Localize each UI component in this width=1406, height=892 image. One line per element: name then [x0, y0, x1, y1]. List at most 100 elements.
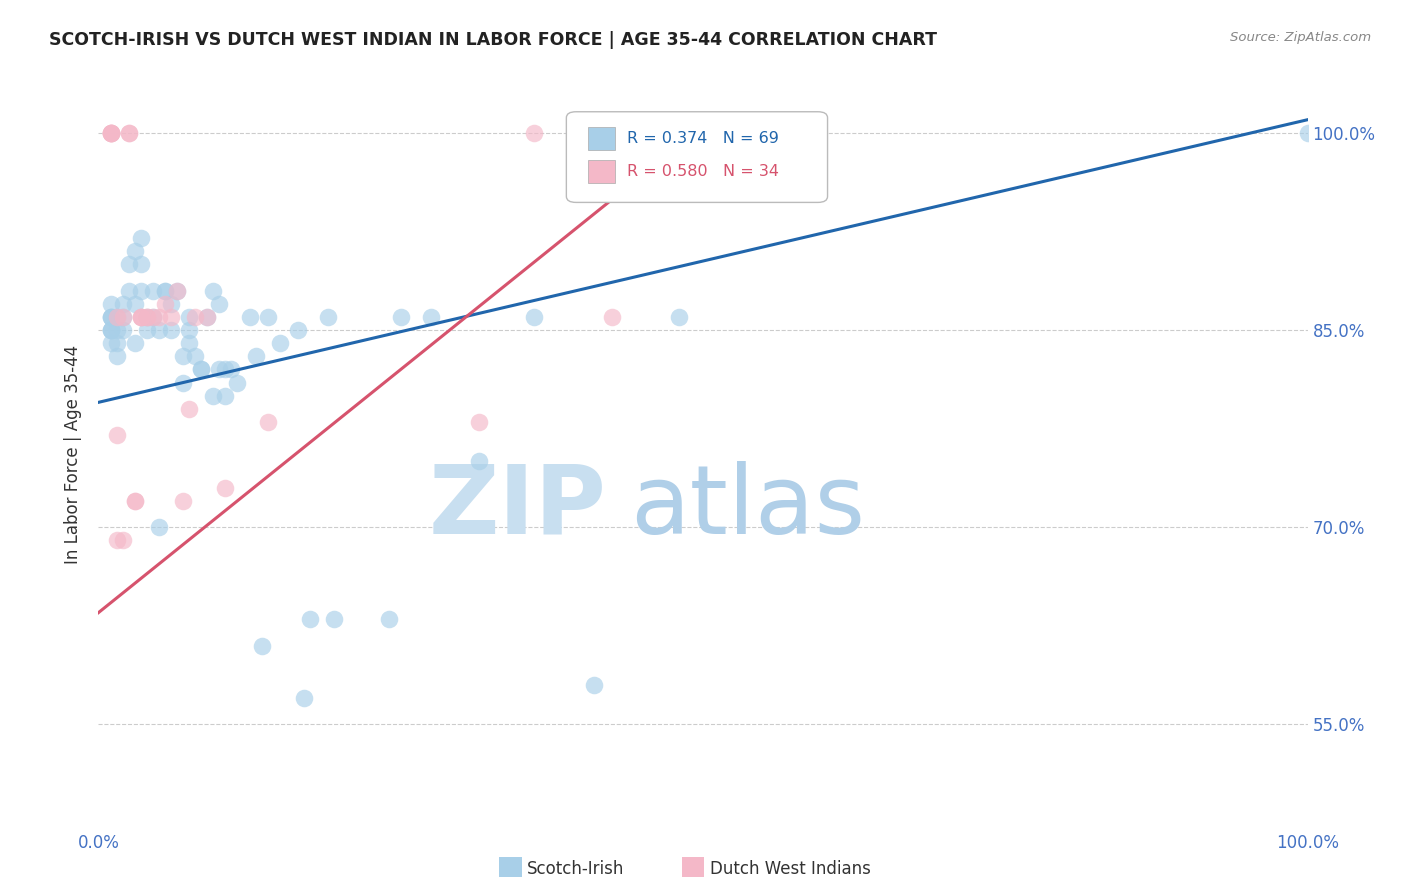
FancyBboxPatch shape — [588, 161, 614, 183]
Point — [148, 520, 170, 534]
Point — [111, 310, 134, 324]
Point — [100, 297, 122, 311]
Point — [160, 297, 183, 311]
Point — [292, 691, 315, 706]
Point — [118, 257, 141, 271]
Point — [208, 362, 231, 376]
Point — [129, 310, 152, 324]
Point — [129, 257, 152, 271]
Point — [118, 126, 141, 140]
Point — [105, 349, 128, 363]
Point — [583, 678, 606, 692]
Point — [179, 323, 201, 337]
Text: atlas: atlas — [630, 461, 866, 554]
Point — [142, 310, 165, 324]
Point — [179, 310, 201, 324]
Text: ZIP: ZIP — [429, 461, 606, 554]
Text: SCOTCH-IRISH VS DUTCH WEST INDIAN IN LABOR FORCE | AGE 35-44 CORRELATION CHART: SCOTCH-IRISH VS DUTCH WEST INDIAN IN LAB… — [49, 31, 938, 49]
Point — [129, 310, 152, 324]
Point — [190, 362, 212, 376]
Point — [179, 336, 201, 351]
Point — [195, 310, 218, 324]
Point — [100, 310, 122, 324]
Point — [256, 310, 278, 324]
Point — [100, 336, 122, 351]
Point — [221, 362, 243, 376]
Point — [1296, 126, 1319, 140]
Point — [100, 126, 122, 140]
Point — [214, 481, 236, 495]
Point — [111, 310, 134, 324]
Point — [602, 310, 624, 324]
Point — [105, 310, 128, 324]
Point — [202, 389, 225, 403]
FancyBboxPatch shape — [588, 128, 614, 150]
Point — [245, 349, 267, 363]
Point — [172, 349, 194, 363]
Text: Source: ZipAtlas.com: Source: ZipAtlas.com — [1230, 31, 1371, 45]
Point — [111, 297, 134, 311]
Point — [160, 310, 183, 324]
Point — [118, 126, 141, 140]
Point — [172, 376, 194, 390]
Point — [208, 297, 231, 311]
Point — [142, 310, 165, 324]
Point — [100, 323, 122, 337]
Point — [668, 310, 690, 324]
Point — [100, 310, 122, 324]
Point — [148, 323, 170, 337]
FancyBboxPatch shape — [567, 112, 828, 202]
Point — [135, 310, 157, 324]
Text: R = 0.580   N = 34: R = 0.580 N = 34 — [627, 164, 779, 179]
Point — [160, 323, 183, 337]
Point — [100, 323, 122, 337]
Point — [226, 376, 249, 390]
Point — [105, 336, 128, 351]
Point — [100, 126, 122, 140]
Y-axis label: In Labor Force | Age 35-44: In Labor Force | Age 35-44 — [65, 345, 83, 565]
Point — [135, 310, 157, 324]
Point — [105, 533, 128, 548]
Point — [111, 533, 134, 548]
Point — [523, 126, 546, 140]
Point — [299, 612, 322, 626]
Point — [190, 362, 212, 376]
Point — [523, 310, 546, 324]
Point — [287, 323, 309, 337]
Point — [148, 310, 170, 324]
Point — [172, 494, 194, 508]
Point — [105, 323, 128, 337]
Point — [100, 310, 122, 324]
Text: Scotch-Irish: Scotch-Irish — [527, 860, 624, 878]
Point — [214, 362, 236, 376]
Point — [100, 323, 122, 337]
Point — [105, 428, 128, 442]
Point — [118, 284, 141, 298]
Point — [124, 336, 146, 351]
Point — [468, 454, 491, 468]
Point — [100, 126, 122, 140]
Point — [239, 310, 262, 324]
Point — [129, 284, 152, 298]
Point — [135, 323, 157, 337]
Point — [269, 336, 291, 351]
Point — [323, 612, 346, 626]
Text: Dutch West Indians: Dutch West Indians — [710, 860, 870, 878]
Point — [389, 310, 412, 324]
Point — [153, 284, 176, 298]
Point — [420, 310, 443, 324]
Point — [184, 310, 207, 324]
Point — [135, 310, 157, 324]
Point — [129, 231, 152, 245]
Point — [124, 297, 146, 311]
Point — [124, 244, 146, 259]
Point — [105, 310, 128, 324]
Point — [166, 284, 188, 298]
Point — [214, 389, 236, 403]
Point — [124, 494, 146, 508]
Point — [100, 126, 122, 140]
Point — [679, 126, 702, 140]
Point — [153, 284, 176, 298]
Point — [195, 310, 218, 324]
Point — [468, 415, 491, 429]
